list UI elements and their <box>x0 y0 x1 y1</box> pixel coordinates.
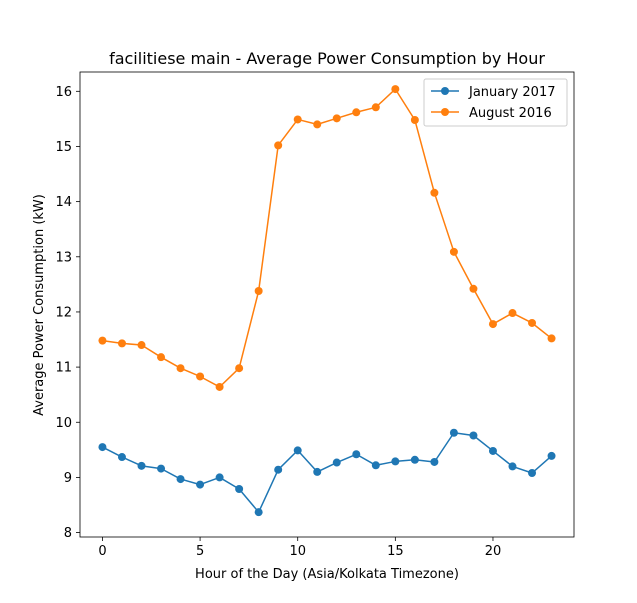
series-2-point <box>371 103 380 112</box>
series-1-point <box>293 446 302 455</box>
series-1-point <box>508 462 517 471</box>
series-2-point <box>274 141 283 150</box>
series-1-point <box>430 457 439 466</box>
y-axis-label: Average Power Consumption (kW) <box>32 194 47 416</box>
x-tick-label: 20 <box>485 544 502 559</box>
series-1-point <box>176 475 185 484</box>
x-tick-label: 10 <box>289 544 306 559</box>
series-1-point <box>274 465 283 474</box>
series-2-point <box>137 341 146 350</box>
series-2-point <box>98 336 107 345</box>
series-1-point <box>254 508 263 517</box>
series-1-point <box>137 461 146 470</box>
series-1-point <box>215 473 224 482</box>
y-tick-label: 13 <box>55 250 72 265</box>
series-2-point <box>449 247 458 256</box>
series-2-point <box>547 334 556 343</box>
series-1-point <box>157 464 166 473</box>
series-1-point <box>352 450 361 459</box>
y-tick-label: 11 <box>55 361 72 376</box>
y-tick-label: 12 <box>55 305 72 320</box>
series-1-point <box>449 428 458 437</box>
series-2-point <box>430 188 439 197</box>
axes-frame <box>79 71 575 538</box>
chart-title: facilitiese main - Average Power Consump… <box>109 49 545 68</box>
series-2-point <box>391 85 400 94</box>
legend-label-2: August 2016 <box>469 106 552 121</box>
x-tick-label: 15 <box>387 544 404 559</box>
y-tick-label: 8 <box>64 526 72 541</box>
legend-marker-2 <box>441 108 449 116</box>
y-tick-label: 9 <box>64 471 72 486</box>
series-2-point <box>332 114 341 123</box>
series-2-point <box>352 108 361 117</box>
x-tick-label: 0 <box>98 544 106 559</box>
series-2-point <box>235 364 244 373</box>
x-axis-label: Hour of the Day (Asia/Kolkata Timezone) <box>195 567 459 582</box>
series-2-point <box>196 372 205 381</box>
series-2-point <box>528 318 537 327</box>
y-tick-label: 14 <box>55 195 72 210</box>
series-2-point <box>117 339 126 348</box>
series-2-point <box>254 286 263 295</box>
series-1-point <box>332 458 341 467</box>
series-1-point <box>488 446 497 455</box>
series-1-point <box>547 451 556 460</box>
series-2-point <box>469 284 478 293</box>
series-1-point <box>235 485 244 494</box>
series-1-point <box>371 461 380 470</box>
series-2-point <box>293 115 302 124</box>
series-1-point <box>313 467 322 476</box>
series-2-point <box>215 382 224 391</box>
series-2-point <box>508 309 517 318</box>
series-1-point <box>391 457 400 466</box>
legend-marker-1 <box>441 87 449 95</box>
series-2-point <box>157 353 166 362</box>
series-1-point <box>528 469 537 478</box>
series-2-point <box>176 364 185 373</box>
series-1-point <box>196 480 205 489</box>
series-1-point <box>117 453 126 462</box>
series-1-point <box>98 443 107 452</box>
series-2-point <box>488 320 497 329</box>
y-tick-label: 16 <box>55 85 72 100</box>
series-1-point <box>410 455 419 464</box>
legend-label-1: January 2017 <box>468 85 556 100</box>
legend-box <box>423 78 568 127</box>
plot-area: 0 5 10 15 20 8 9 10 11 12 13 14 15 16 January 2017 Augu… <box>55 71 575 559</box>
series-2-point <box>410 115 419 124</box>
y-tick-label: 15 <box>55 140 72 155</box>
x-tick-label: 5 <box>196 544 204 559</box>
series-2-point <box>313 120 322 129</box>
y-tick-label: 10 <box>55 416 72 431</box>
series-1-point <box>469 431 478 440</box>
